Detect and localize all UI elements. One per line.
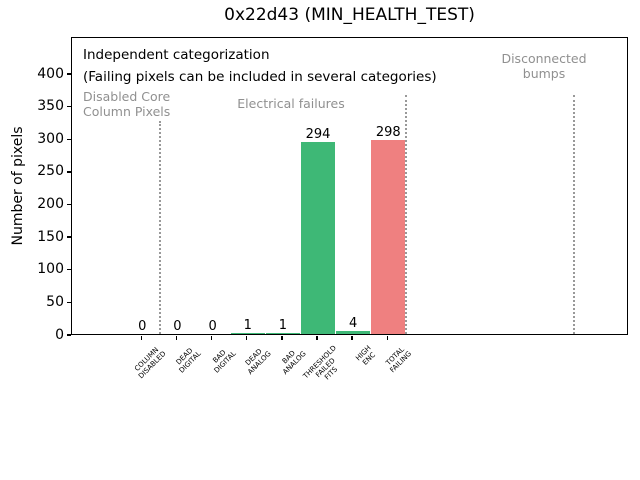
bar-value-label-threshold-failed-fits: 294 <box>305 127 331 143</box>
section-label-line: Disabled Core <box>83 89 171 104</box>
bar-value-label-dead-digital: 0 <box>173 319 182 334</box>
y-tick-label: 250 <box>37 163 64 180</box>
y-tick-mark <box>66 334 71 336</box>
y-tick-label: 0 <box>55 326 64 343</box>
annotation-categorization-subnote: (Failing pixels can be included in sever… <box>83 69 437 85</box>
bar-threshold-failed-fits <box>301 142 335 334</box>
x-tick-mark <box>351 336 353 340</box>
section-label-disconnected-bumps: Disconnected bumps <box>501 51 586 81</box>
chart-title: 0x22d43 (MIN_HEALTH_TEST) <box>224 5 475 25</box>
x-tick-label-dead-digital: DEAD DIGITAL <box>174 346 203 375</box>
section-label-line: Column Pixels <box>83 104 171 119</box>
section-label-line: Disconnected <box>501 51 587 66</box>
x-tick-label-dead-analog: DEAD ANALOG <box>244 347 274 377</box>
bar-high-enc <box>336 331 370 334</box>
bar-dead-analog <box>230 333 265 334</box>
y-tick-mark <box>66 236 71 238</box>
y-tick-mark <box>66 105 71 108</box>
bar-value-label-bad-digital: 0 <box>208 319 217 334</box>
plot-area: Independent categorization (Failing pixe… <box>71 37 628 335</box>
section-separator-line <box>573 95 575 334</box>
annotation-independent-categorization: Independent categorization <box>83 47 270 63</box>
section-separator-line <box>405 95 407 334</box>
y-tick-mark <box>66 301 71 304</box>
x-tick-label-high-enc: HIGH ENC <box>354 344 378 367</box>
bar-value-label-bad-analog: 1 <box>278 318 287 333</box>
section-label-disabled-core-column-pixels: Disabled Core Column Pixels <box>83 89 170 119</box>
y-tick-mark <box>66 269 71 271</box>
section-label-line: bumps <box>522 66 566 81</box>
bars-layer: 0 0 0 1 1 294 4 298 <box>72 38 627 334</box>
y-tick-label: 400 <box>37 65 64 82</box>
x-tick-mark <box>210 336 213 340</box>
y-tick-mark <box>66 171 71 173</box>
x-tick-mark <box>281 336 283 340</box>
y-tick-label: 100 <box>37 261 64 278</box>
x-tick-mark <box>386 336 388 340</box>
bar-total-failing <box>371 139 406 334</box>
y-tick-label: 300 <box>37 130 64 147</box>
y-tick-mark <box>66 73 71 75</box>
y-tick-label: 200 <box>37 196 64 212</box>
x-tick-label-total-failing: TOTAL FAILING <box>384 345 414 375</box>
bar-bad-analog <box>266 333 300 334</box>
x-tick-mark <box>316 336 318 340</box>
x-tick-mark <box>140 336 142 340</box>
x-tick-mark <box>175 336 178 340</box>
x-tick-label-column-disabled: COLUMN DISABLED <box>133 345 168 381</box>
x-tick-mark <box>246 336 248 340</box>
section-label-electrical-failures: Electrical failures <box>237 96 345 111</box>
y-tick-mark <box>66 138 71 140</box>
y-tick-mark <box>66 203 71 206</box>
bar-value-label-high-enc: 4 <box>348 316 358 332</box>
y-tick-label: 150 <box>37 228 64 245</box>
bar-value-label-dead-analog: 1 <box>243 318 252 333</box>
y-tick-label: 50 <box>46 293 64 310</box>
bar-value-label-total-failing: 298 <box>375 124 401 140</box>
y-tick-label: 350 <box>37 98 64 115</box>
section-separator-line <box>159 121 161 334</box>
x-tick-label-bad-digital: BAD DIGITAL <box>211 348 238 375</box>
bar-value-label-column-disabled: 0 <box>138 319 147 334</box>
x-tick-label-threshold-failed-fits: THRESHOLD FAILED FITS <box>301 344 339 382</box>
